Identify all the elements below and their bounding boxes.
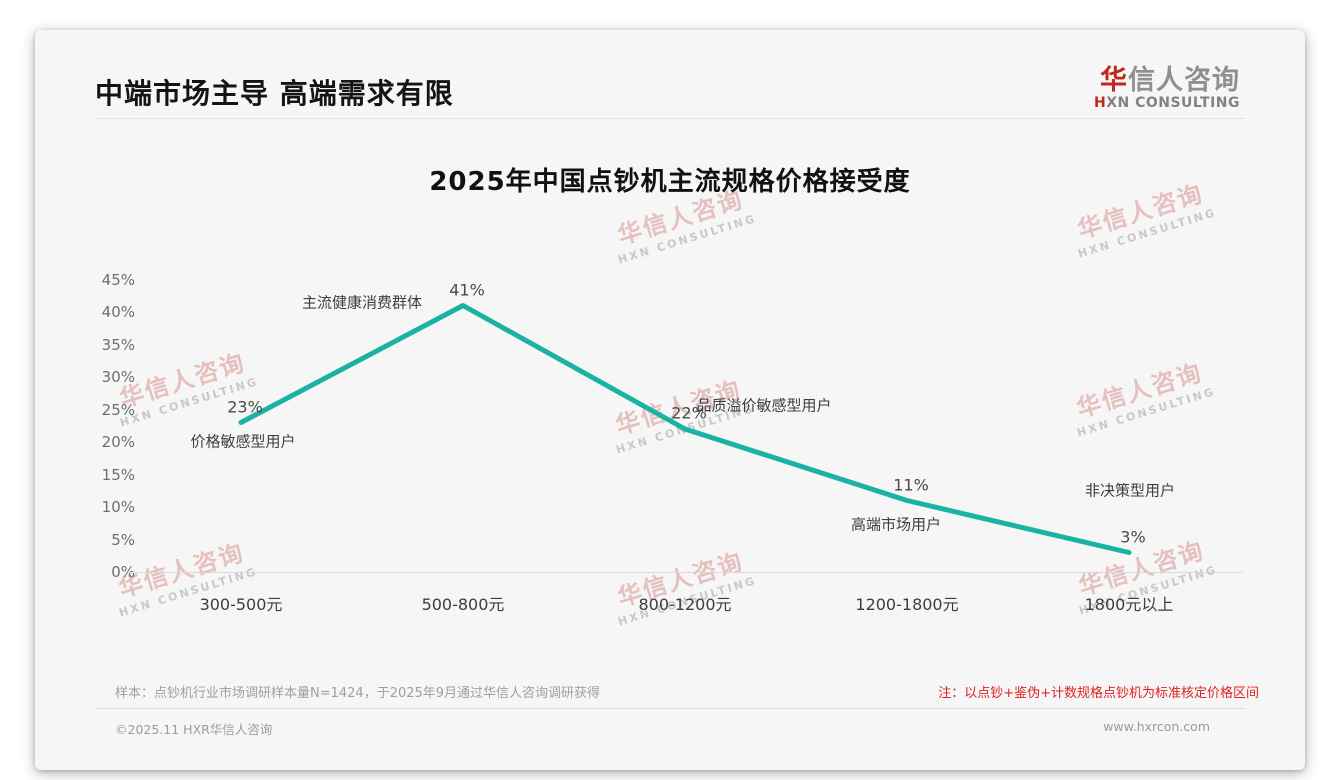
y-tick-label: 30% — [101, 368, 135, 386]
series-annotation: 品质溢价敏感型用户 — [696, 396, 832, 415]
y-tick-label: 45% — [101, 270, 135, 289]
logo-en-rest: XN CONSULTING — [1106, 95, 1240, 111]
point-value-label: 3% — [1120, 527, 1146, 546]
footer-divider — [95, 708, 1245, 709]
x-tick-label: 1800元以上 — [1084, 595, 1174, 614]
y-tick-label: 15% — [101, 465, 135, 484]
trend-line-chart — [238, 303, 1132, 555]
slide-content: 中端市场主导 高端需求有限 华信人咨询 HXN CONSULTING 2025年… — [35, 30, 1305, 770]
series-annotation: 价格敏感型用户 — [190, 432, 296, 450]
website-url: www.hxrcon.com — [1103, 719, 1210, 734]
logo-en-accent: H — [1093, 95, 1107, 111]
y-tick-label: 0% — [111, 563, 135, 581]
point-value-label: 11% — [893, 475, 929, 494]
x-tick-label: 800-1200元 — [638, 595, 732, 614]
series-annotation: 非决策型用户 — [1084, 481, 1176, 499]
logo-cn-rest: 信人咨询 — [1128, 65, 1240, 96]
slide-card: 华信人咨询 HXN CONSULTING 华信人咨询 HXN CONSULTING 华信… — [35, 30, 1305, 770]
header-divider — [95, 118, 1245, 119]
copyright: ©2025.11 HXR华信人咨询 — [115, 722, 273, 737]
series-annotation: 高端市场用户 — [850, 515, 942, 533]
y-tick-label: 40% — [101, 303, 135, 321]
logo-cn-text: 华信人咨询 — [1094, 58, 1240, 97]
trend-line — [238, 303, 1132, 555]
page-title: 中端市场主导 高端需求有限 — [95, 77, 454, 110]
point-value-label: 41% — [449, 280, 485, 299]
x-tick-label: 300-500元 — [199, 595, 283, 614]
point-value-label: 22% — [671, 403, 707, 423]
x-tick-label: 500-800元 — [421, 595, 505, 614]
x-axis-line — [128, 572, 1243, 573]
price-basis-note: 注：以点钞+鉴伪+计数规格点钞机为标准核定价格区间 — [938, 686, 1259, 701]
series-annotation: 主流健康消费群体 — [301, 293, 423, 311]
y-tick-label: 5% — [111, 530, 135, 549]
logo-cn-accent: 华 — [1100, 65, 1128, 96]
y-tick-label: 25% — [101, 400, 135, 419]
y-tick-label: 10% — [101, 498, 135, 516]
company-logo: 华信人咨询 HXN CONSULTING — [1094, 58, 1240, 111]
logo-en-text: HXN CONSULTING — [1094, 95, 1240, 111]
chart-title: 2025年中国点钞机主流规格价格接受度 — [429, 167, 911, 197]
x-tick-label: 1200-1800元 — [855, 595, 959, 614]
sample-note: 样本：点钞机行业市场调研样本量N=1424，于2025年9月通过华信人咨询调研获… — [115, 686, 601, 701]
y-tick-label: 35% — [101, 335, 135, 354]
y-tick-label: 20% — [101, 433, 135, 451]
point-value-label: 23% — [227, 397, 263, 416]
